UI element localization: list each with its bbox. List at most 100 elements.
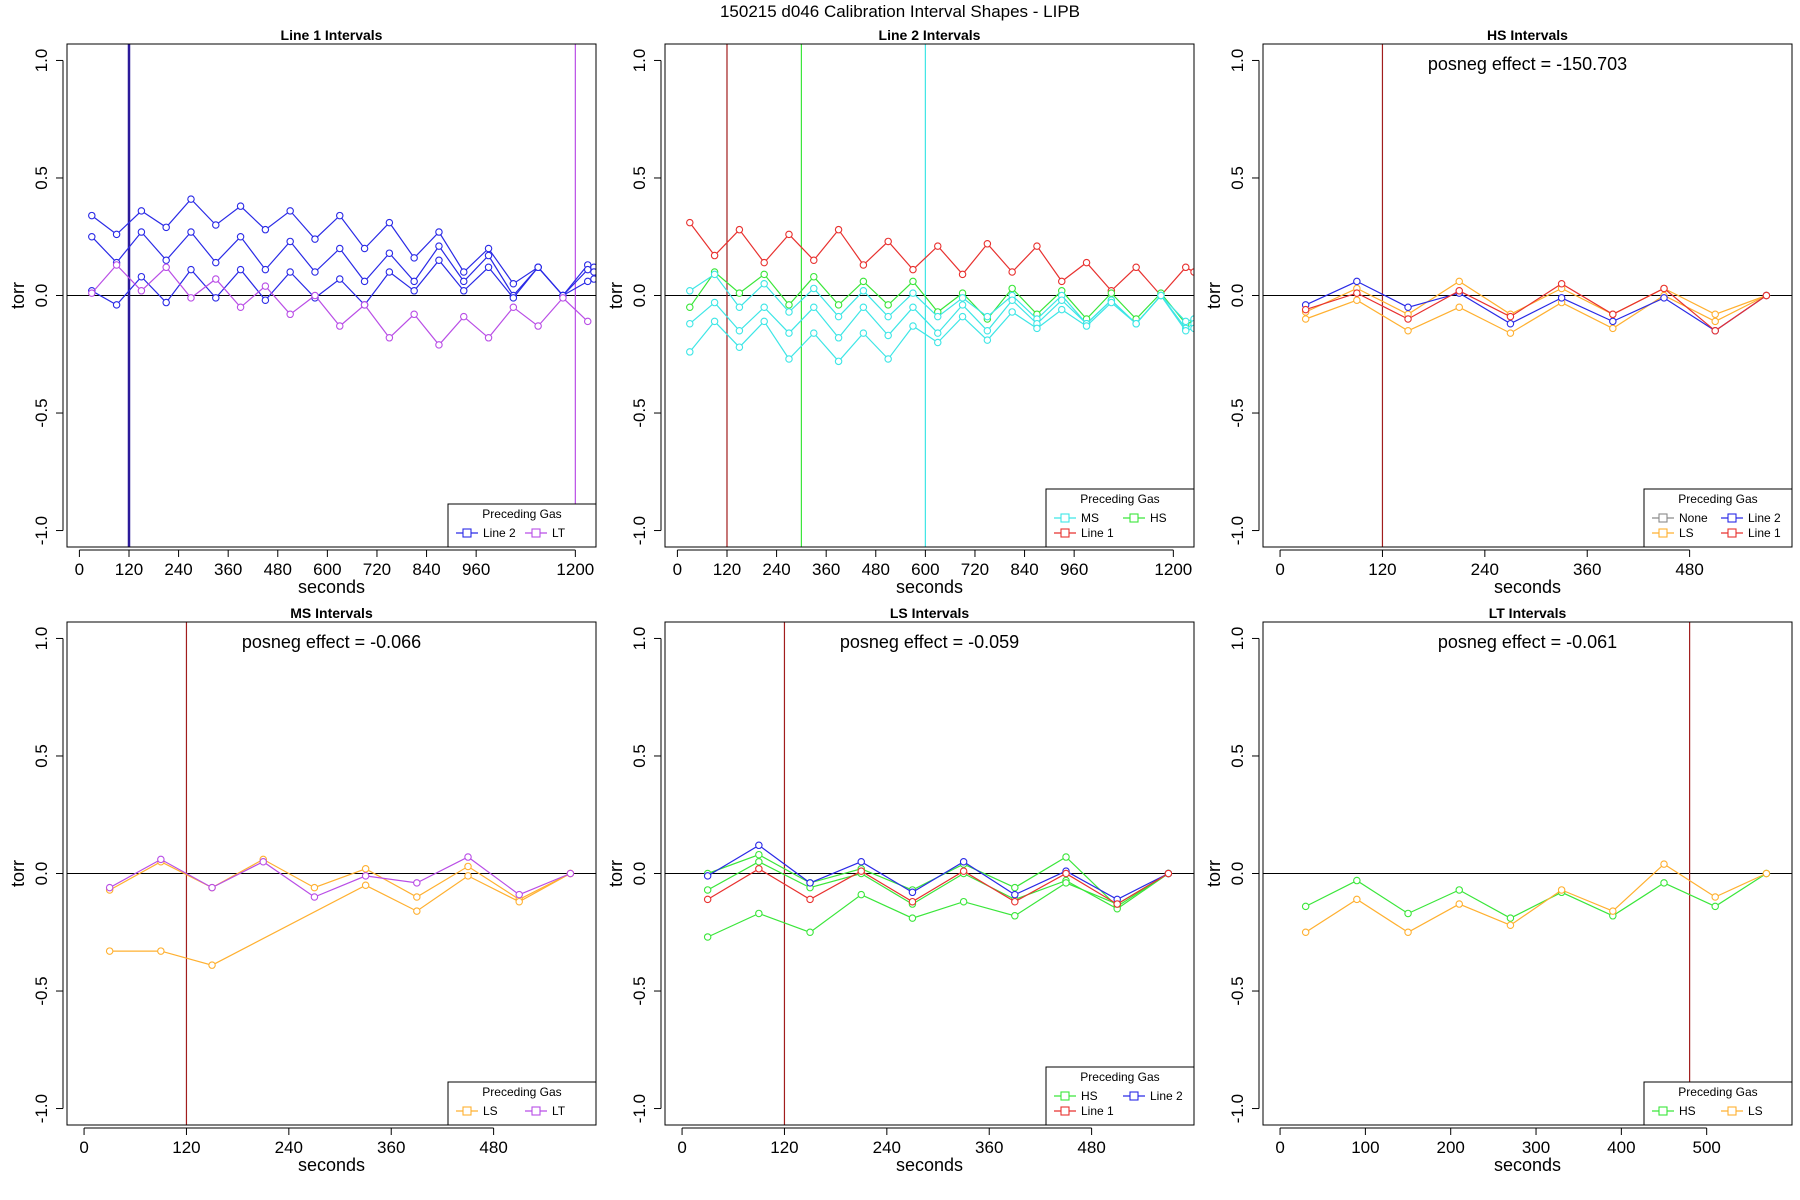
panel-line1: Line 1 Intervals 0 120 240 360 480 600 720 840 96…: [8, 27, 597, 597]
legend-swatch-marker: [1060, 513, 1070, 523]
panel-ms: MS Intervals 0 120 240 360 480 seconds -1.0 -0.5…: [8, 605, 597, 1175]
y-tick-label: -0.5: [32, 398, 51, 427]
data-point: [459, 268, 468, 276]
legend-entry-label: Line 2: [483, 526, 516, 540]
plot-frame: [664, 43, 1195, 548]
series-line: [707, 872, 1169, 938]
legend-swatch-marker: [531, 528, 541, 538]
data-point: [360, 301, 369, 309]
legend: Preceding Gas Line 2 LT: [447, 503, 597, 548]
data-point: [686, 348, 694, 356]
x-tick-label: 120: [115, 560, 143, 579]
data-point: [410, 277, 418, 286]
data-point: [311, 235, 319, 243]
data-point: [760, 279, 768, 288]
x-tick-label: 840: [1010, 560, 1038, 579]
data-point: [385, 249, 394, 257]
data-point: [361, 881, 370, 890]
data-point: [1132, 319, 1140, 328]
x-tick-label: 500: [1692, 1138, 1720, 1157]
data-point: [1353, 277, 1361, 286]
panel-title: HS Intervals: [1487, 27, 1568, 43]
series-line: [1305, 280, 1767, 332]
data-point: [435, 256, 443, 264]
legend-swatch-marker: [1727, 528, 1737, 538]
data-point: [810, 329, 818, 337]
x-tick-label: 0: [1275, 560, 1284, 579]
data-point: [413, 893, 421, 901]
data-point: [1082, 258, 1091, 267]
series-line: [91, 259, 595, 306]
data-point: [583, 277, 592, 286]
x-axis-label: seconds: [1494, 577, 1561, 597]
data-point: [361, 872, 370, 880]
y-tick-label: 0.5: [32, 744, 51, 768]
data-point: [484, 334, 493, 342]
x-tick-label: 0: [75, 560, 84, 579]
y-tick-label: 0.0: [1228, 862, 1247, 886]
data-point: [959, 857, 968, 866]
series-line: [91, 231, 595, 297]
data-point: [908, 914, 917, 922]
legend: Preceding Gas LS LT: [447, 1081, 597, 1126]
data-point: [459, 277, 468, 286]
y-tick-label: -0.5: [1228, 976, 1247, 1005]
data-point: [464, 872, 472, 880]
data-point: [157, 947, 165, 955]
data-point: [1506, 921, 1515, 929]
data-point: [859, 261, 868, 269]
data-point: [137, 287, 146, 295]
data-point: [459, 287, 468, 295]
data-point: [686, 218, 694, 227]
data-point: [806, 928, 814, 937]
data-point: [509, 294, 518, 302]
data-point: [834, 334, 843, 342]
data-point: [360, 244, 369, 253]
series-line: [1305, 282, 1767, 332]
data-point: [1404, 327, 1412, 335]
series-line: [109, 872, 571, 966]
data-point: [909, 289, 917, 297]
y-tick-label: 0.5: [1228, 166, 1247, 190]
legend-entry-label: Line 1: [1748, 526, 1781, 540]
data-point: [1609, 317, 1617, 326]
data-point: [703, 933, 712, 941]
x-tick-label: 240: [275, 1138, 303, 1157]
x-tick-label: 480: [862, 560, 890, 579]
data-point: [959, 897, 968, 906]
data-point: [735, 289, 744, 297]
y-axis-label: torr: [8, 282, 28, 309]
data-point: [1609, 324, 1617, 333]
data-point: [484, 251, 493, 260]
data-point: [857, 867, 865, 875]
data-point: [112, 230, 121, 239]
legend-swatch-marker: [1727, 1106, 1737, 1116]
y-tick-label: -0.5: [1228, 398, 1247, 427]
legend-swatch-marker: [1658, 1106, 1668, 1116]
y-tick-label: 0.5: [32, 166, 51, 190]
legend-entry-label: LS: [1679, 526, 1694, 540]
legend-entry-label: LT: [552, 1104, 566, 1118]
data-point: [259, 857, 267, 866]
data-point: [934, 312, 942, 321]
data-point: [1660, 294, 1668, 302]
data-point: [859, 329, 868, 337]
legend-title: Preceding Gas: [1080, 1070, 1159, 1084]
y-axis-label: torr: [1204, 860, 1224, 887]
data-point: [1711, 310, 1719, 319]
data-point: [1082, 322, 1091, 330]
series-line: [109, 858, 571, 901]
legend-entry-label: MS: [1081, 511, 1099, 525]
data-point: [187, 265, 195, 274]
data-point: [187, 195, 195, 203]
legend-entry-label: HS: [1081, 1089, 1098, 1103]
panel-title: LS Intervals: [890, 605, 970, 621]
data-point: [710, 317, 719, 326]
x-tick-label: 100: [1351, 1138, 1379, 1157]
data-point: [703, 872, 712, 880]
x-tick-label: 240: [164, 560, 192, 579]
data-point: [286, 237, 294, 246]
y-tick-label: 0.5: [630, 744, 649, 768]
panel-line2: Line 2 Intervals 0 120 240 360 480 600 720 840 96…: [606, 27, 1195, 597]
y-tick-label: -1.0: [630, 1094, 649, 1123]
